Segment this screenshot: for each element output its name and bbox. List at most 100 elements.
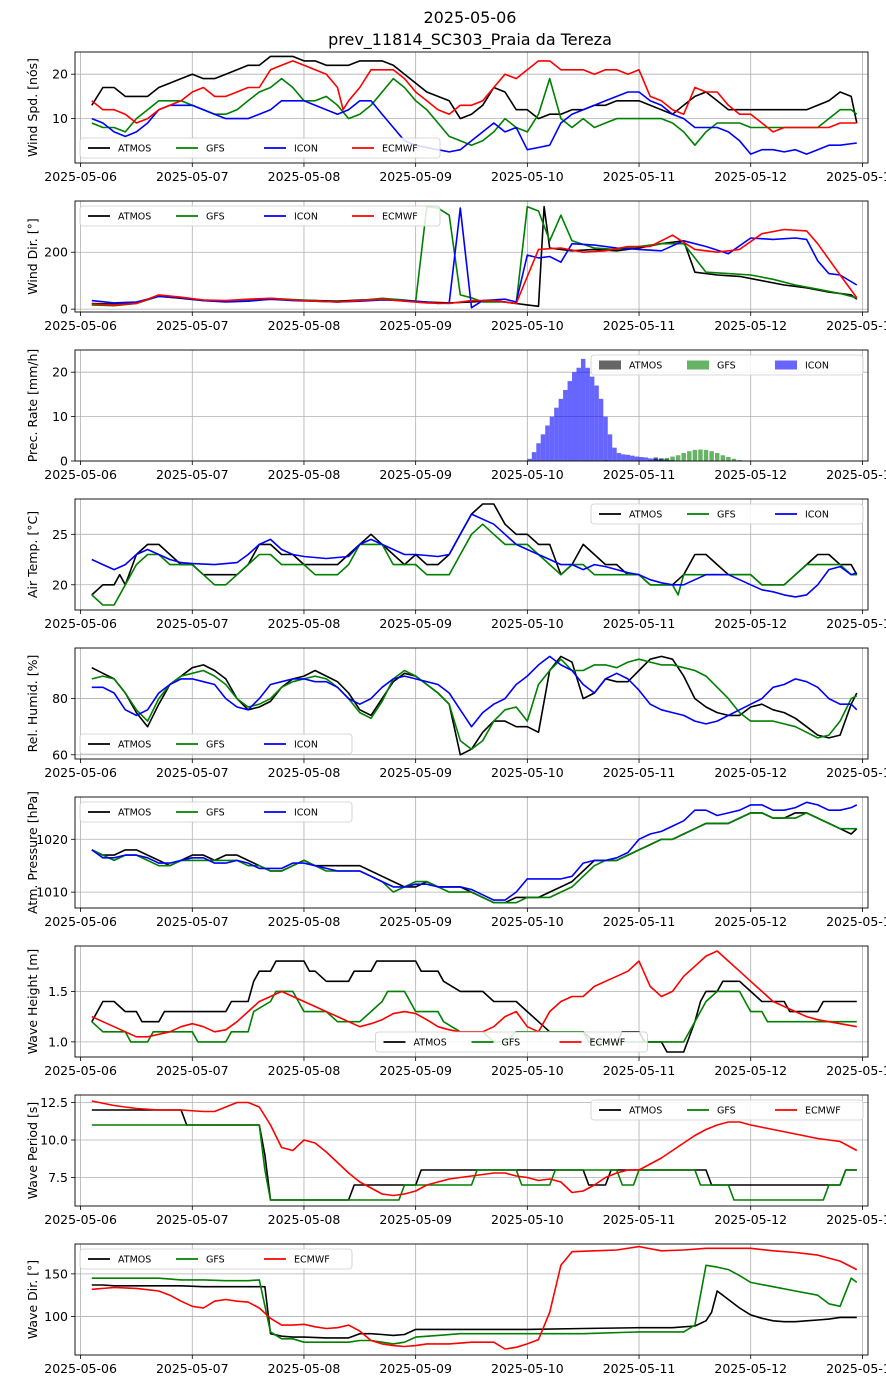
legend-label: ICON [294, 144, 318, 155]
series-line-icon [91, 207, 858, 309]
x-tick-label: 2025-05-12 [714, 914, 787, 929]
legend-label: ECMWF [382, 144, 418, 155]
plot-area [91, 503, 858, 606]
series-line-ecmwf [91, 1245, 858, 1350]
bar-icon [652, 458, 657, 461]
plot-area [91, 1100, 858, 1201]
x-tick-label: 2025-05-08 [268, 765, 341, 780]
series-line-gfs [91, 658, 858, 750]
legend-label: GFS [206, 808, 225, 819]
panel-2: 2025-05-06 2025-05-07 2025-05-08 2025-05-09… [25, 200, 886, 333]
x-tick-label: 2025-05-13 [826, 616, 886, 631]
legend-box [375, 1031, 648, 1053]
legend-box [590, 503, 864, 525]
series-line-gfs [91, 990, 857, 1043]
legend-label: ICON [294, 212, 318, 223]
legend-label: ECMWF [382, 212, 418, 223]
panel-9: 2025-05-06 2025-05-07 2025-05-08 2025-05-09… [25, 1243, 886, 1376]
x-tick-label: 2025-05-09 [379, 1361, 452, 1376]
legend-label: ICON [294, 808, 318, 819]
x-tick-label: 2025-05-11 [603, 765, 676, 780]
y-tick-label: 20 [52, 365, 68, 380]
x-tick-label: 2025-05-09 [379, 467, 452, 482]
x-tick-label: 2025-05-06 [44, 1361, 117, 1376]
bar-icon [585, 367, 590, 461]
x-tick-label: 2025-05-07 [156, 616, 229, 631]
legend-label: GFS [206, 212, 225, 223]
legend-label: GFS [717, 361, 736, 372]
legend-label: GFS [717, 1106, 736, 1117]
legend-label: ATMOS [629, 510, 662, 521]
bar-icon [594, 385, 599, 461]
y-axis-label: Wave Dir. [°] [25, 1260, 40, 1339]
legend-label: ATMOS [118, 1255, 151, 1266]
x-tick-label: 2025-05-11 [603, 318, 676, 333]
x-tick-label: 2025-05-13 [826, 1212, 886, 1227]
legend: ATMOS GFS ICON ECMWF [79, 137, 441, 159]
x-tick-label: 2025-05-10 [491, 467, 564, 482]
axes-frame [74, 796, 869, 909]
y-tick-label: 10 [52, 111, 68, 126]
x-tick-label: 2025-05-08 [268, 1212, 341, 1227]
legend-label: ATMOS [118, 740, 151, 751]
axes-frame [74, 51, 869, 164]
x-tick-label: 2025-05-10 [491, 914, 564, 929]
legend-box [590, 1099, 864, 1121]
y-axis-label: Rel. Humid. [%] [25, 655, 40, 753]
x-tick-label: 2025-05-08 [268, 1063, 341, 1078]
plot-area [91, 205, 858, 309]
y-tick-label: 20 [52, 577, 68, 592]
axes-frame [74, 498, 869, 611]
legend-box [79, 1248, 353, 1270]
bar-gfs [726, 457, 731, 461]
series-line-gfs [91, 812, 857, 904]
x-tick-label: 2025-05-07 [156, 914, 229, 929]
x-tick-label: 2025-05-11 [603, 914, 676, 929]
x-tick-label: 2025-05-12 [714, 169, 787, 184]
y-axis-label: Wave Height [m] [25, 949, 40, 1055]
bar-icon [549, 416, 555, 461]
bar-icon [545, 425, 550, 461]
x-tick-label: 2025-05-07 [156, 1212, 229, 1227]
series-line-atmos [91, 1284, 857, 1339]
axes-frame [74, 349, 869, 462]
x-tick-label: 2025-05-12 [714, 1361, 787, 1376]
x-tick-label: 2025-05-13 [826, 1361, 886, 1376]
x-tick-label: 2025-05-10 [491, 169, 564, 184]
panel-7: 2025-05-06 2025-05-07 2025-05-08 2025-05-09… [25, 945, 886, 1078]
series-line-gfs [91, 77, 858, 146]
y-tick-label: 1020 [36, 832, 68, 847]
y-tick-label: 7.5 [48, 1170, 68, 1185]
bar-icon [527, 458, 532, 461]
x-tick-label: 2025-05-13 [826, 914, 886, 929]
legend: ATMOS GFS ECMWF [79, 1248, 353, 1270]
legend-label: ECMWF [294, 1255, 330, 1266]
plot-area [245, 358, 854, 461]
legend-label: ICON [805, 510, 829, 521]
y-tick-label: 200 [44, 245, 68, 260]
axes-frame [74, 647, 869, 760]
x-tick-label: 2025-05-11 [603, 467, 676, 482]
bar-gfs [720, 455, 726, 461]
legend-swatch [687, 360, 709, 370]
plot-area [91, 1245, 858, 1350]
x-tick-label: 2025-05-11 [603, 1063, 676, 1078]
bar-icon [661, 459, 666, 461]
legend-label: ATMOS [118, 144, 151, 155]
series-line-atmos [91, 655, 858, 756]
x-tick-label: 2025-05-08 [268, 467, 341, 482]
y-axis-label: Air Temp. [°C] [25, 511, 40, 598]
y-axis-label: Wind Dir. [°] [25, 218, 40, 294]
x-tick-label: 2025-05-09 [379, 914, 452, 929]
y-axis-label: Atm. Pressure [hPa] [25, 791, 40, 914]
bar-icon [643, 457, 648, 461]
y-tick-label: 150 [44, 1266, 68, 1281]
x-tick-label: 2025-05-09 [379, 169, 452, 184]
legend-box [79, 205, 441, 227]
series-line-ecmwf [91, 60, 857, 133]
panel-1: 2025-05-06 2025-05-07 2025-05-08 2025-05-09… [25, 51, 886, 184]
legend-label: ATMOS [118, 808, 151, 819]
bar-icon [656, 459, 662, 461]
bar-icon [589, 376, 595, 461]
